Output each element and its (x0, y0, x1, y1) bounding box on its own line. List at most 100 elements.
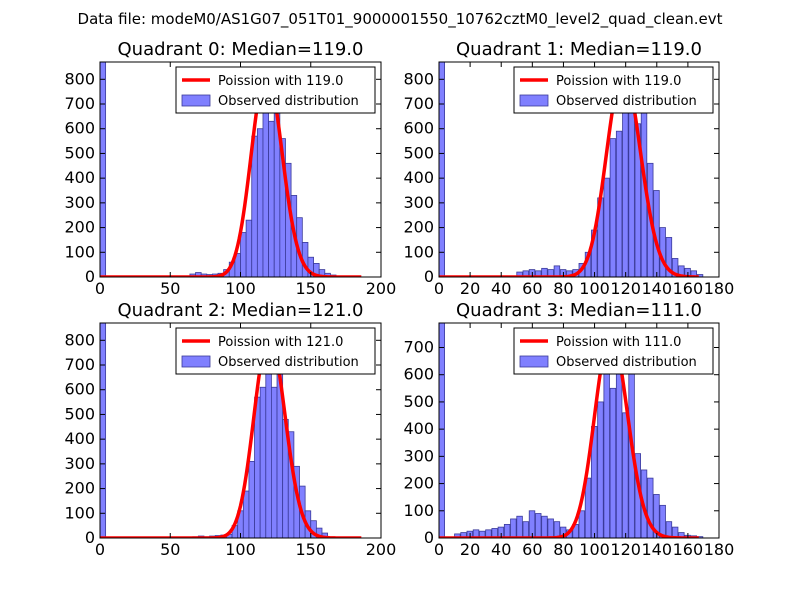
histogram-bar (597, 401, 604, 538)
y-tick-label: 700 (403, 94, 434, 113)
histogram-bar (578, 510, 585, 538)
legend: Poission with 119.0 Observed distribution (175, 66, 376, 114)
y-tick-label: 700 (64, 355, 95, 374)
quadrant-1-panel: Quadrant 1: Median=119.00 20 40 60 80 100 120 1… (403, 39, 734, 298)
y-tick-label: 300 (403, 446, 434, 465)
y-tick-label: 600 (64, 119, 95, 138)
y-tick-label: 400 (64, 429, 95, 448)
y-tick-label: 300 (64, 193, 95, 212)
y-tick-label: 200 (64, 218, 95, 237)
x-tick-label: 20 (460, 540, 480, 559)
x-tick-label: 150 (295, 540, 326, 559)
quadrant-3-panel: Quadrant 3: Median=111.00 20 40 60 80 100 120 1… (403, 300, 734, 559)
histogram-bar (439, 323, 445, 538)
x-tick-label: 160 (673, 540, 704, 559)
y-tick-label: 600 (403, 119, 434, 138)
histogram-bar (609, 138, 617, 277)
y-tick-label: 100 (403, 501, 434, 520)
legend-observed-label: Observed distribution (556, 355, 697, 370)
histogram-bar (603, 177, 610, 277)
legend-poisson-label: Poission with 119.0 (556, 74, 681, 89)
histogram-bar (479, 530, 486, 538)
legend-observed-label: Observed distribution (218, 355, 359, 370)
y-tick-label: 300 (64, 454, 95, 473)
y-tick-label: 700 (64, 94, 95, 113)
legend: Poission with 119.0 Observed distribution (513, 66, 714, 114)
y-tick-label: 500 (64, 143, 95, 162)
x-tick-label: 160 (673, 279, 704, 298)
histogram-bar (271, 386, 278, 538)
legend-bar-swatch (519, 94, 549, 107)
x-tick-label: 200 (366, 279, 397, 298)
histogram-bar (609, 387, 617, 538)
y-tick-label: 300 (403, 193, 434, 212)
x-tick-label: 140 (642, 540, 673, 559)
x-tick-label: 0 (434, 540, 444, 559)
quadrant-0-panel: Quadrant 0: Median=119.00 50 100 150 2000100… (64, 39, 396, 298)
y-tick-label: 100 (64, 242, 95, 261)
x-tick-label: 120 (610, 279, 641, 298)
x-tick-label: 40 (491, 540, 511, 559)
panel-title: Quadrant 0: Median=119.0 (118, 39, 364, 60)
y-tick-label: 0 (85, 267, 95, 286)
histogram-bar (603, 366, 610, 538)
poisson-curve (100, 333, 362, 538)
histogram-bar (100, 62, 107, 277)
y-tick-label: 700 (403, 337, 434, 356)
x-tick-label: 0 (434, 279, 444, 298)
histogram-bar (615, 130, 623, 277)
x-tick-label: 0 (95, 279, 105, 298)
x-tick-label: 120 (610, 540, 641, 559)
legend-bar-swatch (181, 94, 211, 107)
quadrant-2-panel: Quadrant 2: Median=121.00 50 100 150 2000100… (64, 300, 396, 559)
histogram-bar (541, 267, 548, 277)
histogram-bar (671, 526, 679, 538)
y-tick-label: 100 (403, 242, 434, 261)
panel-title: Quadrant 3: Median=111.0 (456, 300, 702, 321)
y-tick-label: 400 (403, 419, 434, 438)
panel-title: Quadrant 1: Median=119.0 (456, 39, 702, 60)
y-tick-label: 500 (403, 143, 434, 162)
histogram-bar (547, 518, 554, 538)
legend-poisson-label: Poission with 121.0 (218, 335, 343, 350)
x-tick-label: 150 (295, 279, 326, 298)
legend-poisson-label: Poission with 111.0 (556, 335, 681, 350)
legend-observed-label: Observed distribution (556, 94, 697, 109)
y-tick-label: 200 (403, 218, 434, 237)
x-tick-label: 200 (366, 540, 397, 559)
x-tick-label: 80 (553, 540, 573, 559)
x-tick-label: 180 (704, 279, 735, 298)
y-tick-label: 600 (403, 365, 434, 384)
poisson-curve (100, 70, 362, 277)
histogram-bar (485, 529, 492, 538)
histogram-bar (240, 232, 247, 277)
histogram-bar (647, 477, 654, 538)
legend: Poission with 111.0 Observed distribution (513, 327, 714, 375)
histogram-bar (584, 477, 592, 538)
x-tick-label: 100 (225, 279, 256, 298)
histogram-bar (516, 515, 523, 538)
histogram-bar (472, 529, 480, 538)
y-tick-label: 800 (403, 69, 434, 88)
histogram-bar (262, 86, 270, 277)
x-tick-label: 140 (642, 279, 673, 298)
x-tick-label: 20 (460, 279, 480, 298)
legend-bar-swatch (519, 355, 549, 368)
x-tick-label: 60 (522, 279, 542, 298)
histogram-bar (245, 219, 253, 277)
y-tick-label: 500 (64, 404, 95, 423)
y-tick-label: 500 (403, 392, 434, 411)
histogram-bar (268, 120, 275, 277)
y-tick-label: 200 (64, 479, 95, 498)
histogram-bar (665, 521, 673, 538)
y-tick-label: 600 (64, 380, 95, 399)
y-tick-label: 800 (64, 330, 95, 349)
x-tick-label: 60 (522, 540, 542, 559)
panel-title: Quadrant 2: Median=121.0 (118, 300, 364, 321)
legend-observed-label: Observed distribution (218, 94, 359, 109)
x-tick-label: 50 (160, 279, 180, 298)
legend-poisson-label: Poission with 119.0 (218, 74, 343, 89)
histogram-bar (510, 518, 517, 538)
y-tick-label: 400 (403, 168, 434, 187)
histogram-bar (535, 513, 542, 538)
